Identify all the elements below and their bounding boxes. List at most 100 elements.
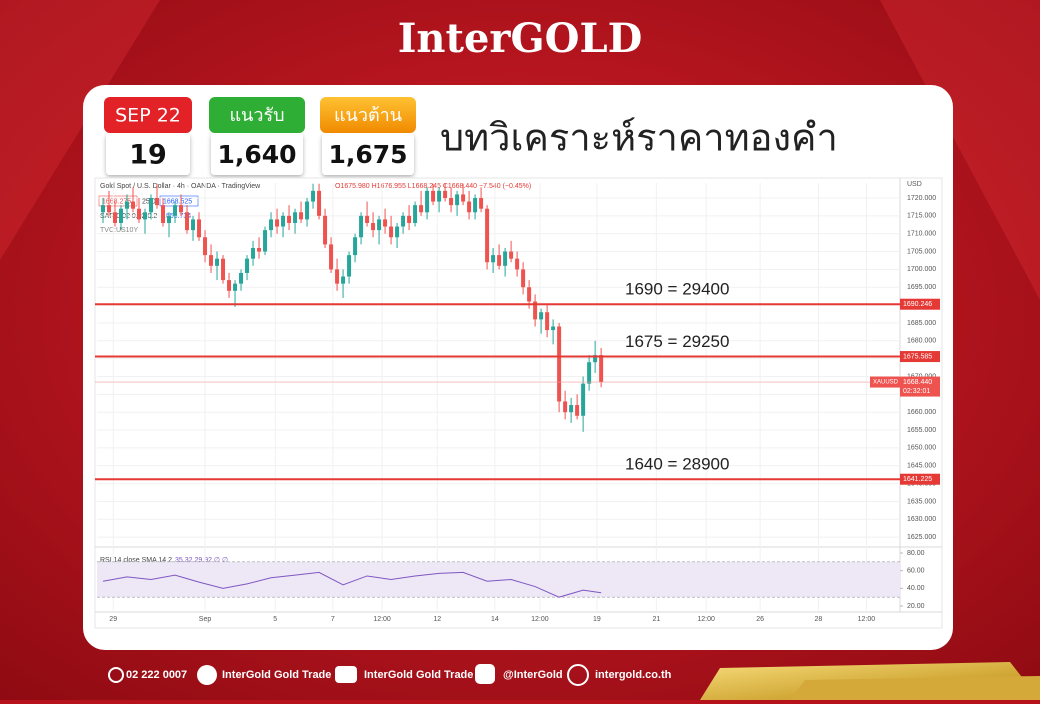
candle-body (365, 215, 370, 223)
candle-body (473, 197, 478, 213)
candle-body (587, 362, 592, 384)
candle-body (425, 190, 430, 213)
candle-body (527, 287, 532, 302)
candle-body (443, 190, 448, 198)
price-label: 1668.440 (903, 379, 932, 386)
ask: 1668.525 (163, 198, 192, 205)
x-tick-label: 12 (433, 616, 441, 623)
candle-body (173, 205, 178, 216)
rsi-line (102, 571, 602, 598)
candle-body (503, 251, 508, 266)
candle-body (545, 312, 550, 331)
candle-body (341, 276, 346, 284)
candle-body (395, 226, 400, 238)
x-tick-label: 12:00 (531, 616, 549, 623)
candle-body (551, 326, 556, 331)
badge-head (209, 97, 305, 133)
resistance-badge: แนวต้าน 1,675 (320, 97, 416, 175)
y-tick-label: 1655.000 (907, 427, 936, 434)
brand: InterGOLD (398, 15, 643, 62)
level-label: 1641.225 (903, 476, 932, 483)
badge-box (106, 133, 190, 175)
candle-body (257, 247, 262, 252)
support-badge: แนวรับ 1,640 (209, 97, 305, 175)
candle-body (179, 205, 184, 213)
candle-body (131, 201, 136, 209)
rsi-tick-label: 60.00 (907, 568, 925, 575)
badge-box (211, 133, 303, 175)
rsi-band (97, 561, 900, 598)
resistance-value: 1,675 (328, 140, 407, 169)
candle-body (143, 212, 148, 220)
candle-body (347, 255, 352, 277)
candle-body (389, 226, 394, 238)
candle-body (311, 190, 316, 202)
x-tick-label: 14 (491, 616, 499, 623)
x-tick-label: 26 (756, 616, 764, 623)
level-label: 1675.585 (903, 353, 932, 360)
symbol-label: XAUUSD (873, 380, 899, 386)
x-tick-label: 29 (109, 616, 117, 623)
candle-body (215, 258, 220, 266)
candle-body (317, 190, 322, 216)
candle-body (101, 205, 106, 213)
level-annotation: 1640 = 28900 (625, 455, 729, 474)
candle-body (509, 251, 514, 259)
headline: บทวิเคราะห์ราคาทองคำ (440, 116, 838, 160)
phone: 02 222 0007 (126, 669, 187, 681)
x-tick-label: Sep (199, 616, 212, 623)
gold-bars (700, 662, 1040, 700)
candle-body (599, 355, 604, 383)
facebook: InterGold Gold Trade (222, 669, 331, 681)
candle-body (185, 212, 190, 231)
candle-body (581, 383, 586, 416)
bid-box (98, 195, 138, 207)
footer: 02 222 0007 InterGold Gold Trade InterGo… (108, 664, 672, 686)
candle-body (563, 401, 568, 413)
y-tick-label: 1720.000 (907, 195, 936, 202)
candle-body (137, 208, 142, 220)
plot-area (101, 183, 604, 432)
candle-body (401, 215, 406, 227)
y-tick-label: 1680.000 (907, 338, 936, 345)
candle-body (353, 237, 358, 256)
candle-body (197, 219, 202, 238)
rsi-tick-label: 20.00 (907, 603, 925, 610)
candle-body (281, 215, 286, 227)
level-box (900, 473, 940, 485)
candle-body (569, 405, 574, 413)
youtube: InterGold Gold Trade (364, 669, 473, 681)
date-badge: SEP 22 19 (104, 97, 192, 175)
x-tick-label: 19 (593, 616, 601, 623)
support-label: แนวรับ (229, 105, 284, 126)
line: @InterGold (503, 669, 563, 681)
candle-body (125, 201, 130, 209)
decor (0, 0, 160, 260)
level-box (900, 351, 940, 363)
candle-body (287, 215, 292, 223)
candle-body (167, 215, 172, 223)
candle-body (431, 190, 436, 202)
candle-body (155, 197, 160, 206)
candle-body (371, 222, 376, 231)
candle-body (497, 255, 502, 266)
candle-body (575, 405, 580, 416)
price-box (900, 376, 940, 397)
candle-body (149, 197, 154, 213)
symbol-box (870, 376, 900, 388)
y-tick-label: 1660.000 (907, 409, 936, 416)
rsi-tick-label: 80.00 (907, 550, 925, 557)
candle-body (239, 272, 244, 284)
y-tick-label: 1695.000 (907, 284, 936, 291)
rsi-tick-label: 40.00 (907, 585, 925, 592)
candle-body (467, 201, 472, 213)
countdown: 02:32:01 (903, 388, 930, 395)
level-annotation: 1690 = 29400 (625, 280, 729, 299)
candle-body (377, 219, 382, 231)
chart: Gold Spot / U.S. Dollar · 4h · OANDA · T… (94, 177, 943, 629)
rsi-title: RSI 14 close SMA 14 2 (100, 557, 172, 564)
level-box (900, 298, 940, 310)
y-tick-label: 1625.000 (907, 534, 936, 541)
candle-body (593, 355, 598, 363)
